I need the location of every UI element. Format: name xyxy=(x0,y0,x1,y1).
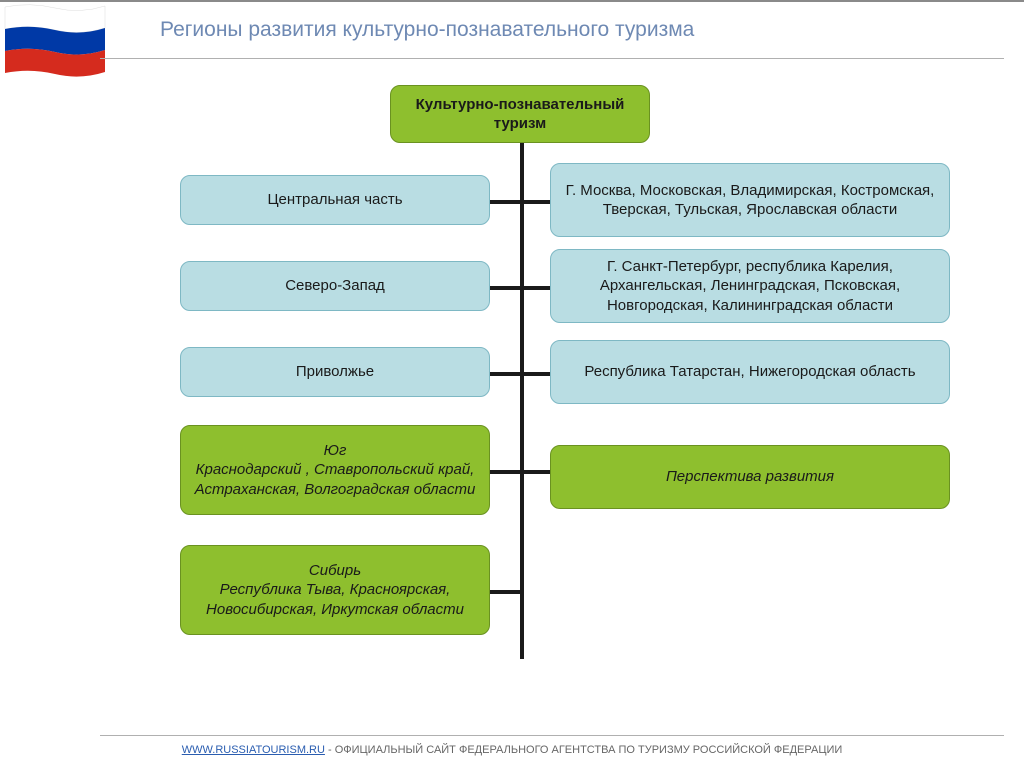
h-connector-right-1 xyxy=(524,286,550,290)
header-divider xyxy=(0,0,1024,2)
detail-node-3: Перспектива развития xyxy=(550,445,950,509)
detail-node-1: Г. Санкт-Петербург, республика Карелия, … xyxy=(550,249,950,323)
h-connector-right-3 xyxy=(524,470,550,474)
main-vertical-connector xyxy=(520,143,524,659)
region-node-0: Центральная часть xyxy=(180,175,490,225)
russian-flag-icon xyxy=(0,2,110,82)
org-chart: Культурно-познавательный туризм Централь… xyxy=(140,85,960,705)
h-connector-left-4 xyxy=(490,590,523,594)
detail-node-0: Г. Москва, Московская, Владимирская, Кос… xyxy=(550,163,950,237)
region-node-3: ЮгКраснодарский , Ставропольский край, А… xyxy=(180,425,490,515)
detail-node-2: Республика Татарстан, Нижегородская обла… xyxy=(550,340,950,404)
title-underline xyxy=(100,58,1004,59)
region-node-4: СибирьРеспублика Тыва, Красноярская, Нов… xyxy=(180,545,490,635)
h-connector-right-0 xyxy=(524,200,550,204)
region-node-1: Северо-Запад xyxy=(180,261,490,311)
footer-text: - ОФИЦИАЛЬНЫЙ САЙТ ФЕДЕРАЛЬНОГО АГЕНТСТВ… xyxy=(325,744,842,756)
footer: WWW.RUSSIATOURISM.RU - ОФИЦИАЛЬНЫЙ САЙТ … xyxy=(0,744,1024,756)
page-title: Регионы развития культурно-познавательно… xyxy=(160,18,694,42)
region-node-2: Приволжье xyxy=(180,347,490,397)
footer-link[interactable]: WWW.RUSSIATOURISM.RU xyxy=(182,744,325,756)
h-connector-right-2 xyxy=(524,372,550,376)
root-node: Культурно-познавательный туризм xyxy=(390,85,650,143)
footer-divider xyxy=(100,735,1004,736)
